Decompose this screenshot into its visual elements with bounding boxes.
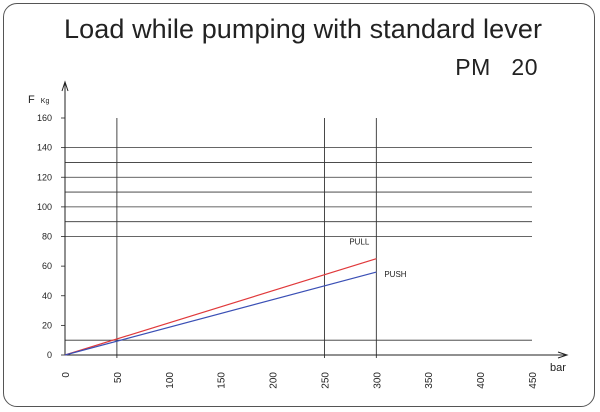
x-tick-label: 100 [165,372,176,389]
y-tick-label: 120 [37,172,52,182]
tick-layer: 0 20 40 60 80 100 120 140 160 0 50 100 150 200 250 300 3… [37,113,539,389]
chart-border [3,3,595,407]
series-label-pull: PULL [349,238,370,247]
x-axis-label: bar [550,362,566,374]
y-axis-label: F Kg [28,94,49,106]
grid-layer [65,118,532,358]
y-axis-label-main: F [28,94,35,106]
y-tick-label: 140 [37,143,52,153]
series-label-push: PUSH [384,270,406,279]
x-tick-label: 200 [269,372,280,389]
chart-subtitle: PM 20 [455,54,538,80]
series-layer: PULL PUSH [64,238,407,356]
x-tick-label: 450 [528,372,539,389]
y-axis-arrow [61,80,69,92]
x-tick-label: 250 [320,372,331,389]
x-tick-label: 150 [217,372,228,389]
axes-layer [61,80,569,359]
series-line-push [64,271,377,356]
series-line-pull [64,258,377,356]
chart-title: Load while pumping with standard lever [64,14,543,44]
y-tick-label: 20 [42,320,52,330]
y-tick-label: 100 [37,202,52,212]
x-tick-label: 400 [476,372,487,389]
x-tick-label: 50 [113,372,124,384]
y-tick-label: 80 [42,232,52,242]
y-tick-label: 160 [37,113,52,123]
y-tick-label: 40 [42,291,52,301]
y-tick-label: 0 [47,350,52,360]
y-tick-label: 60 [42,261,52,271]
x-tick-label: 300 [372,372,383,389]
y-axis-label-unit: Kg [41,98,50,105]
x-tick-label: 0 [61,372,72,378]
x-tick-label: 350 [424,372,435,389]
x-axis-arrow [557,351,569,359]
